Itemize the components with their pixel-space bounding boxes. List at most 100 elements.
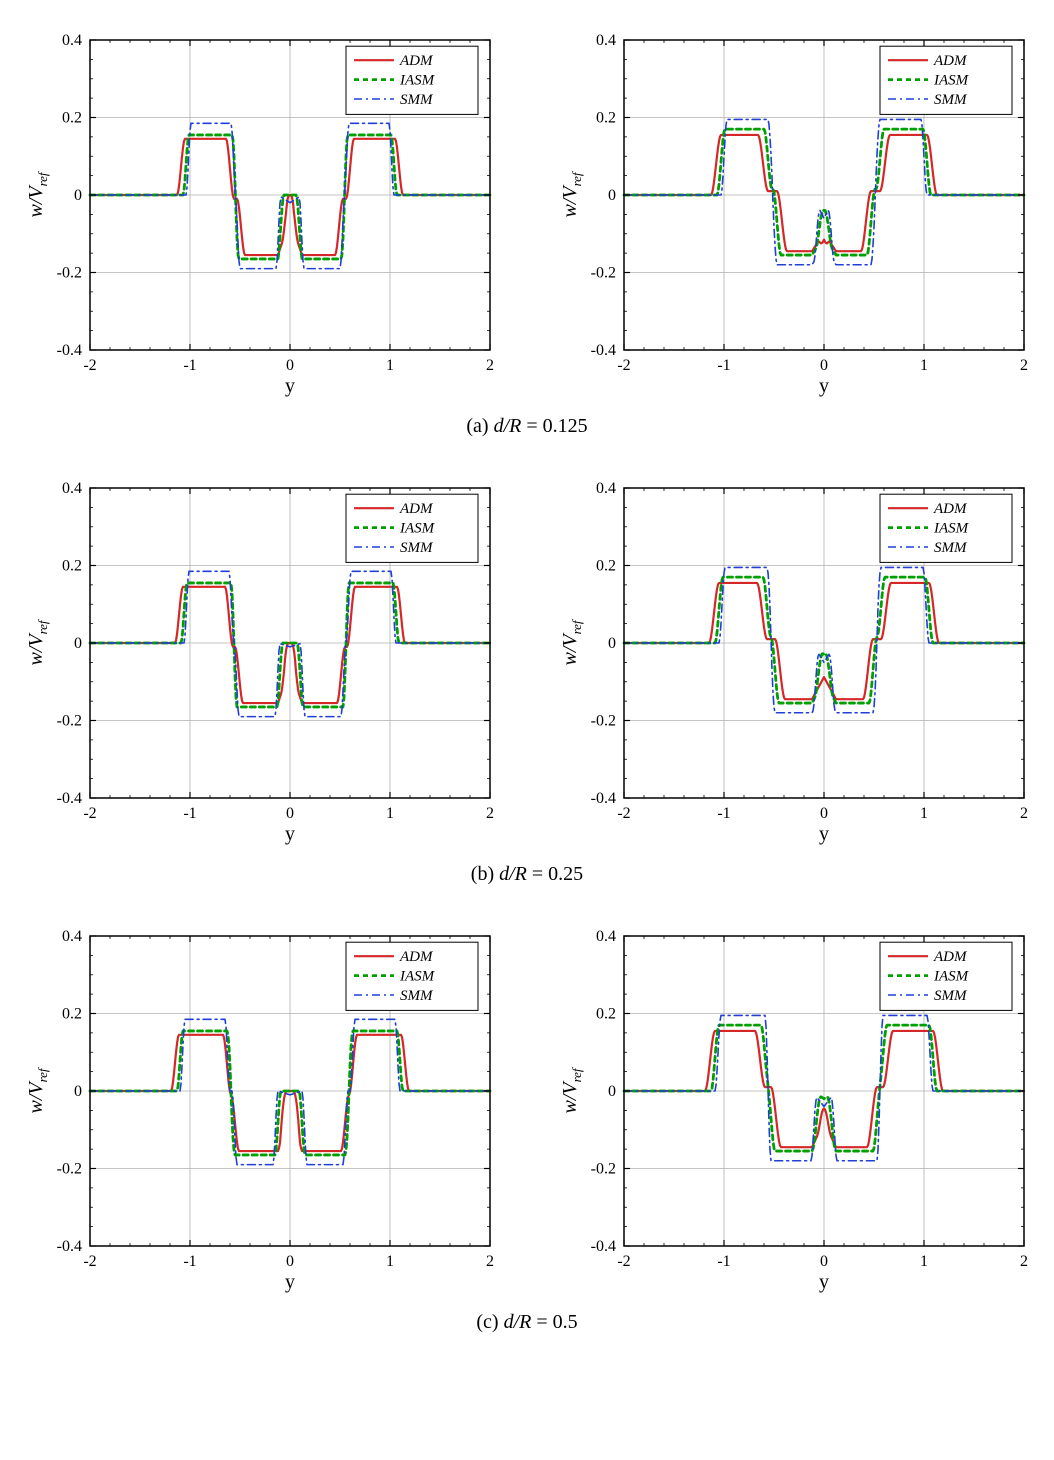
- svg-text:0: 0: [820, 1253, 828, 1270]
- svg-text:y: y: [819, 375, 829, 397]
- caption-b-text: (b) d/R = 0.25: [471, 863, 583, 885]
- panel-b-left: -2-1012-0.4-0.200.20.4yw/VrefADMIASMSMM: [20, 468, 500, 853]
- svg-text:0.4: 0.4: [62, 480, 82, 497]
- svg-text:ADM: ADM: [399, 949, 434, 965]
- svg-text:0.2: 0.2: [62, 558, 82, 575]
- svg-text:0.4: 0.4: [596, 32, 616, 49]
- svg-text:SMM: SMM: [400, 988, 434, 1004]
- svg-text:y: y: [819, 823, 829, 845]
- row-c: -2-1012-0.4-0.200.20.4yw/VrefADMIASMSMM …: [20, 916, 1034, 1301]
- row-b: -2-1012-0.4-0.200.20.4yw/VrefADMIASMSMM …: [20, 468, 1034, 853]
- svg-text:IASM: IASM: [933, 521, 970, 537]
- svg-text:ADM: ADM: [399, 501, 434, 517]
- svg-text:2: 2: [1020, 357, 1028, 374]
- svg-text:0.4: 0.4: [596, 928, 616, 945]
- svg-text:-0.4: -0.4: [57, 1238, 82, 1255]
- row-a: -2-1012-0.4-0.200.20.4yw/VrefADMIASMSMM …: [20, 20, 1034, 405]
- svg-text:-0.4: -0.4: [591, 342, 616, 359]
- svg-text:y: y: [285, 823, 295, 845]
- panel-a-right: -2-1012-0.4-0.200.20.4yw/VrefADMIASMSMM: [554, 20, 1034, 405]
- svg-text:0: 0: [286, 357, 294, 374]
- svg-text:ADM: ADM: [933, 949, 968, 965]
- svg-text:-0.4: -0.4: [57, 790, 82, 807]
- svg-text:0.2: 0.2: [62, 110, 82, 127]
- svg-text:2: 2: [486, 357, 494, 374]
- svg-text:0: 0: [608, 187, 616, 204]
- svg-text:ADM: ADM: [399, 53, 434, 69]
- svg-text:IASM: IASM: [399, 969, 436, 985]
- svg-text:-0.2: -0.2: [57, 265, 82, 282]
- svg-text:SMM: SMM: [934, 988, 968, 1004]
- svg-text:-1: -1: [183, 805, 196, 822]
- svg-text:2: 2: [1020, 1253, 1028, 1270]
- caption-b: (b) d/R = 0.25: [20, 863, 1034, 886]
- svg-text:-2: -2: [83, 357, 96, 374]
- svg-text:1: 1: [920, 1253, 928, 1270]
- svg-text:IASM: IASM: [399, 73, 436, 89]
- svg-text:-0.2: -0.2: [591, 1161, 616, 1178]
- svg-text:0.2: 0.2: [596, 110, 616, 127]
- caption-c-text: (c) d/R = 0.5: [476, 1311, 577, 1333]
- svg-text:SMM: SMM: [934, 92, 968, 108]
- svg-text:-1: -1: [183, 357, 196, 374]
- svg-text:y: y: [285, 1271, 295, 1293]
- svg-text:1: 1: [386, 1253, 394, 1270]
- svg-text:-2: -2: [617, 357, 630, 374]
- svg-text:SMM: SMM: [400, 92, 434, 108]
- svg-text:1: 1: [920, 805, 928, 822]
- svg-text:-0.4: -0.4: [591, 790, 616, 807]
- caption-c: (c) d/R = 0.5: [20, 1311, 1034, 1334]
- svg-text:0: 0: [608, 1083, 616, 1100]
- panel-a-left: -2-1012-0.4-0.200.20.4yw/VrefADMIASMSMM: [20, 20, 500, 405]
- svg-text:-0.4: -0.4: [57, 342, 82, 359]
- svg-text:0: 0: [608, 635, 616, 652]
- svg-text:0: 0: [820, 805, 828, 822]
- svg-text:y: y: [819, 1271, 829, 1293]
- panel-b-right: -2-1012-0.4-0.200.20.4yw/VrefADMIASMSMM: [554, 468, 1034, 853]
- svg-text:-0.2: -0.2: [57, 1161, 82, 1178]
- svg-text:IASM: IASM: [933, 969, 970, 985]
- svg-text:1: 1: [386, 805, 394, 822]
- svg-text:-0.4: -0.4: [591, 1238, 616, 1255]
- figure-grid: -2-1012-0.4-0.200.20.4yw/VrefADMIASMSMM …: [20, 20, 1034, 1334]
- svg-text:-0.2: -0.2: [591, 265, 616, 282]
- svg-text:-1: -1: [717, 805, 730, 822]
- svg-text:0.4: 0.4: [62, 928, 82, 945]
- caption-a-text: (a) d/R = 0.125: [466, 415, 587, 437]
- panel-c-right: -2-1012-0.4-0.200.20.4yw/VrefADMIASMSMM: [554, 916, 1034, 1301]
- svg-text:-2: -2: [617, 805, 630, 822]
- svg-text:2: 2: [1020, 805, 1028, 822]
- svg-text:0: 0: [74, 635, 82, 652]
- svg-text:-1: -1: [717, 1253, 730, 1270]
- svg-text:SMM: SMM: [934, 540, 968, 556]
- svg-text:0.2: 0.2: [596, 558, 616, 575]
- svg-text:0.4: 0.4: [596, 480, 616, 497]
- svg-text:y: y: [285, 375, 295, 397]
- svg-text:IASM: IASM: [933, 73, 970, 89]
- svg-text:0: 0: [74, 187, 82, 204]
- svg-text:2: 2: [486, 805, 494, 822]
- svg-text:1: 1: [386, 357, 394, 374]
- svg-text:0: 0: [820, 357, 828, 374]
- svg-text:0: 0: [286, 805, 294, 822]
- panel-c-left: -2-1012-0.4-0.200.20.4yw/VrefADMIASMSMM: [20, 916, 500, 1301]
- svg-text:0: 0: [286, 1253, 294, 1270]
- svg-text:IASM: IASM: [399, 521, 436, 537]
- caption-a: (a) d/R = 0.125: [20, 415, 1034, 438]
- svg-text:0.4: 0.4: [62, 32, 82, 49]
- svg-text:ADM: ADM: [933, 501, 968, 517]
- svg-text:-2: -2: [83, 805, 96, 822]
- svg-text:-0.2: -0.2: [57, 713, 82, 730]
- svg-text:SMM: SMM: [400, 540, 434, 556]
- svg-text:-0.2: -0.2: [591, 713, 616, 730]
- svg-text:0: 0: [74, 1083, 82, 1100]
- svg-text:-1: -1: [717, 357, 730, 374]
- svg-text:ADM: ADM: [933, 53, 968, 69]
- svg-text:0.2: 0.2: [62, 1006, 82, 1023]
- svg-text:1: 1: [920, 357, 928, 374]
- svg-text:2: 2: [486, 1253, 494, 1270]
- svg-text:0.2: 0.2: [596, 1006, 616, 1023]
- svg-text:-2: -2: [617, 1253, 630, 1270]
- svg-text:-1: -1: [183, 1253, 196, 1270]
- svg-text:-2: -2: [83, 1253, 96, 1270]
